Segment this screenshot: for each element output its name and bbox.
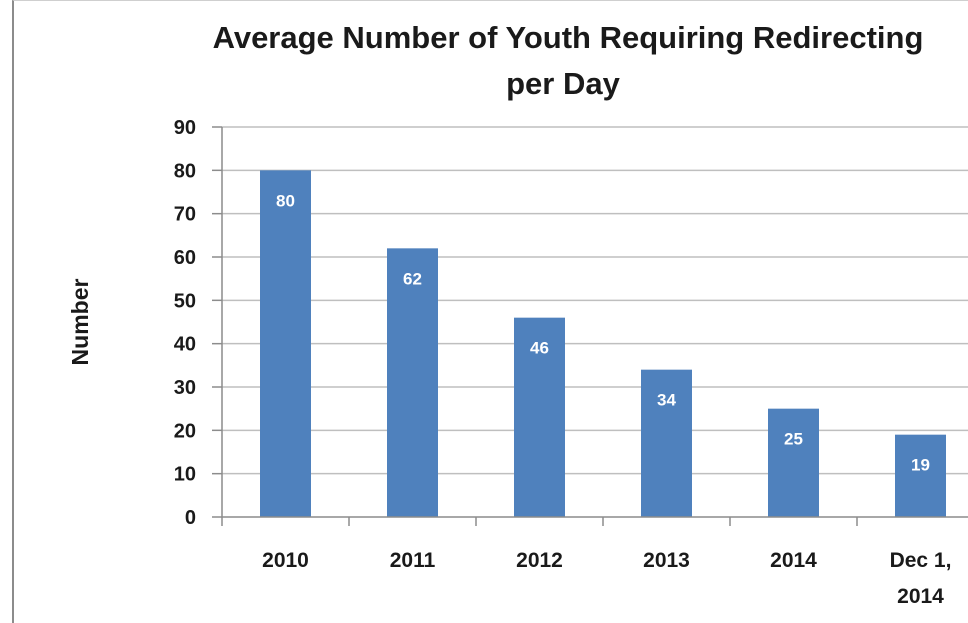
x-tick-label: Dec 1, <box>890 549 952 572</box>
data-label: 19 <box>911 456 930 475</box>
y-tick-label: 40 <box>174 334 196 356</box>
x-tick-label: 2012 <box>516 549 563 572</box>
chart-title-line-2: per Day <box>506 66 620 101</box>
y-tick-label: 60 <box>174 247 196 269</box>
x-tick-label: 2010 <box>262 549 309 572</box>
gridlines <box>222 127 968 474</box>
bar <box>768 409 819 517</box>
chart-title-line-1: Average Number of Youth Requiring Redire… <box>213 20 924 55</box>
x-tick-label: 2011 <box>390 549 436 572</box>
x-tick-label: 2014 <box>770 549 817 572</box>
y-tick-label: 10 <box>174 464 196 486</box>
y-tick-label: 80 <box>174 160 196 182</box>
y-tick-label: 0 <box>185 507 196 529</box>
y-axis-label: Number <box>67 279 93 366</box>
data-label: 62 <box>403 269 422 288</box>
data-label: 25 <box>784 430 803 449</box>
x-tick-label: 2014 <box>897 585 944 608</box>
x-axis <box>222 127 968 526</box>
data-label: 34 <box>657 391 676 410</box>
y-tick-label: 20 <box>174 420 196 442</box>
data-label: 46 <box>530 339 549 358</box>
y-tick-label: 70 <box>174 204 196 226</box>
x-tick-label: 2013 <box>643 549 690 572</box>
y-tick-label: 50 <box>174 290 196 312</box>
y-tick-label: 30 <box>174 377 196 399</box>
y-axis-ticks: 0 10 20 30 40 50 60 70 80 90 <box>174 117 222 529</box>
x-axis-categories: 2010 2011 2012 2013 2014 Dec 1, 2014 <box>262 549 951 608</box>
y-tick-label: 90 <box>174 117 196 139</box>
data-label: 80 <box>276 191 295 210</box>
bar <box>260 170 311 517</box>
bar <box>895 435 946 517</box>
bar <box>387 248 438 517</box>
